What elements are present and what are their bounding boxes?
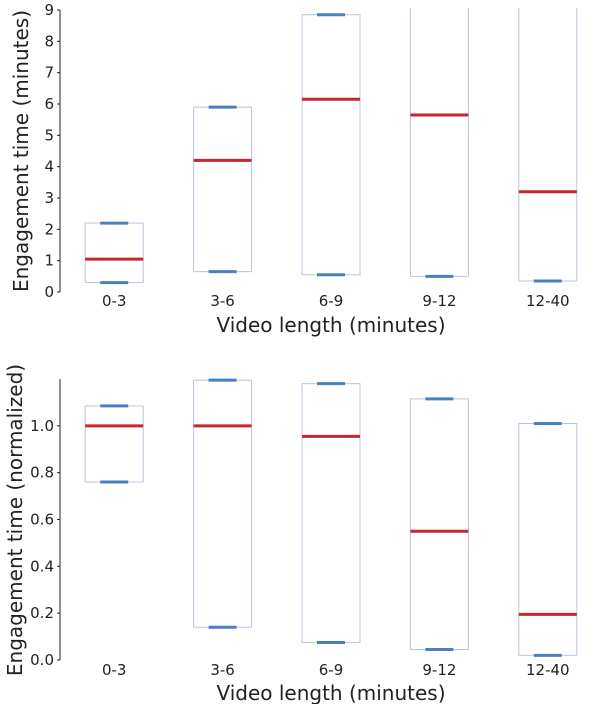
top-x-tick-label: 0-3 (102, 292, 127, 310)
bottom-box (518, 422, 578, 656)
bottom-y-axis-title: Engagement time (normalized) (3, 364, 27, 676)
bottom-box (84, 405, 144, 483)
top-box (193, 106, 253, 273)
bottom-y-tick-label: 0.4 (30, 557, 54, 575)
top-box (301, 14, 361, 276)
bottom-box (193, 379, 253, 628)
bottom-box (409, 398, 469, 650)
bottom-y-tick-label: 0.8 (30, 464, 54, 482)
top-y-axis-title: Engagement time (minutes) (9, 10, 33, 292)
top-y-tick-label: 9 (44, 1, 54, 19)
top-y-tick-label: 3 (44, 189, 54, 207)
top-x-axis-title: Video length (minutes) (216, 313, 445, 337)
bottom-x-tick-label: 6-9 (319, 661, 344, 679)
top-box (84, 222, 144, 284)
top-x-tick-label: 3-6 (210, 292, 235, 310)
bottom-x-tick-label: 9-12 (422, 661, 456, 679)
top-x-tick-label: 6-9 (319, 292, 344, 310)
bottom-x-tick-label: 12-40 (526, 661, 570, 679)
top-y-tick-label: 2 (44, 220, 54, 238)
bottom-x-tick-label: 0-3 (102, 661, 127, 679)
bottom-y-tick-label: 1.0 (30, 417, 54, 435)
top-x-tick-label: 12-40 (526, 292, 570, 310)
top-y-tick-label: 6 (44, 95, 54, 113)
top-y-tick-label: 5 (44, 126, 54, 144)
top-y-tick-label: 1 (44, 252, 54, 270)
bottom-chart: 0.0 0.2 0.4 0.6 0.8 1.0 0-3 3-6 6-9 9-12 12-40 Vide… (3, 364, 578, 704)
bottom-y-tick-label: 0.2 (30, 604, 54, 622)
bottom-y-tick-label: 0.0 (30, 651, 54, 669)
top-chart: 0 1 2 3 4 5 6 7 8 9 0-3 3-6 6-9 9-12 12-40 Video length… (9, 1, 578, 337)
bottom-y-tick-label: 0.6 (30, 511, 54, 529)
top-y-tick-label: 4 (44, 158, 54, 176)
bottom-box (301, 383, 361, 643)
bottom-x-axis-title: Video length (minutes) (216, 681, 445, 704)
top-y-tick-label: 7 (44, 64, 54, 82)
bottom-x-tick-label: 3-6 (210, 661, 235, 679)
top-y-tick-label: 0 (44, 283, 54, 301)
top-x-tick-label: 9-12 (422, 292, 456, 310)
top-y-tick-label: 8 (44, 32, 54, 50)
